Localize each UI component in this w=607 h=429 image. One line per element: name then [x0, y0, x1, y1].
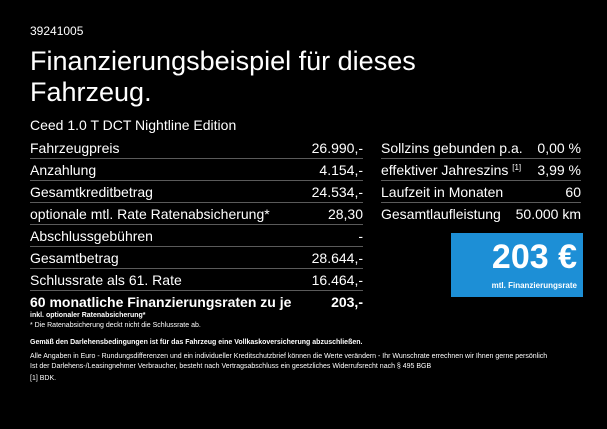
table-row-total: 60 monatliche Finanzierungsraten zu je 2… — [30, 291, 363, 312]
note-text: Ist der Darlehens-/Leasingnehmer Verbrau… — [30, 363, 432, 370]
row-label: Schlussrate als 61. Rate — [30, 271, 182, 288]
row-value: 24.534,- — [311, 183, 363, 200]
note-text: Alle Angaben in Euro - Rundungsdifferenz… — [30, 353, 548, 360]
table-row: Gesamtlaufleistung 50.000 km — [381, 203, 581, 224]
model-name: Ceed 1.0 T DCT Nightline Edition — [30, 117, 237, 133]
row-label: Gesamtlaufleistung — [381, 205, 501, 222]
row-value: 4.154,- — [319, 161, 363, 178]
table-row: Schlussrate als 61. Rate 16.464,- — [30, 269, 363, 291]
row-label: effektiver Jahreszins [1] — [381, 162, 521, 178]
table-row: optionale mtl. Rate Ratenabsicherung* 28… — [30, 203, 363, 225]
table-row: Laufzeit in Monaten 60 — [381, 181, 581, 203]
row-label: Fahrzeugpreis — [30, 139, 120, 156]
table-row: Sollzins gebunden p.a. 0,00 % — [381, 137, 581, 159]
row-value: 28.644,- — [311, 249, 363, 266]
table-row: effektiver Jahreszins [1] 3,99 % — [381, 159, 581, 181]
table-row: Fahrzeugpreis 26.990,- — [30, 137, 363, 159]
row-label: Gesamtbetrag — [30, 249, 119, 266]
note-title: inkl. optionaler Ratenabsicherung* — [30, 312, 146, 319]
table-row: Abschlussgebühren - — [30, 225, 363, 247]
financing-table: Fahrzeugpreis 26.990,- Anzahlung 4.154,-… — [30, 137, 363, 312]
row-label: Laufzeit in Monaten — [381, 183, 504, 200]
row-value: 60 — [565, 183, 581, 200]
footnote: [1] BDK. — [30, 375, 57, 382]
conditions-table: Sollzins gebunden p.a. 0,00 % effektiver… — [381, 137, 581, 224]
row-value: 16.464,- — [311, 271, 363, 288]
row-value: 26.990,- — [311, 139, 363, 156]
optional-insurance-note: inkl. optionaler Ratenabsicherung* * Die… — [30, 311, 201, 331]
row-label: Gesamtkreditbetrag — [30, 183, 153, 200]
row-label: Abschlussgebühren — [30, 227, 153, 244]
row-label: Sollzins gebunden p.a. — [381, 139, 523, 156]
table-row: Gesamtbetrag 28.644,- — [30, 247, 363, 269]
row-value: - — [358, 227, 363, 244]
monthly-rate-label: mtl. Finanzierungsrate — [491, 281, 577, 290]
title-line-2: Fahrzeug. — [30, 77, 152, 107]
table-row: Anzahlung 4.154,- — [30, 159, 363, 181]
row-value: 28,30 — [327, 205, 363, 222]
title-line-1: Finanzierungsbeispiel für dieses — [30, 46, 416, 76]
row-value: 3,99 % — [537, 161, 581, 178]
note-text: * Die Ratenabsicherung deckt nicht die S… — [30, 322, 201, 329]
row-label: Anzahlung — [30, 161, 97, 178]
conditions-note: Gemäß den Darlehensbedingungen ist für d… — [30, 338, 547, 372]
vehicle-code: 39241005 — [30, 24, 84, 38]
note-title: Gemäß den Darlehensbedingungen ist für d… — [30, 339, 363, 346]
page-title: Finanzierungsbeispiel für dieses Fahrzeu… — [30, 46, 416, 108]
row-label: 60 monatliche Finanzierungsraten zu je — [30, 293, 292, 310]
table-row: Gesamtkreditbetrag 24.534,- — [30, 181, 363, 203]
row-value: 203,- — [331, 293, 363, 310]
row-label: optionale mtl. Rate Ratenabsicherung* — [30, 205, 270, 222]
footnote-ref: [1] — [512, 162, 522, 172]
monthly-rate-amount: 203 € — [491, 238, 577, 276]
row-value: 0,00 % — [537, 139, 581, 156]
monthly-rate-box: 203 € mtl. Finanzierungsrate — [451, 233, 583, 297]
row-label-text: effektiver Jahreszins — [381, 161, 509, 178]
row-value: 50.000 km — [515, 205, 581, 222]
